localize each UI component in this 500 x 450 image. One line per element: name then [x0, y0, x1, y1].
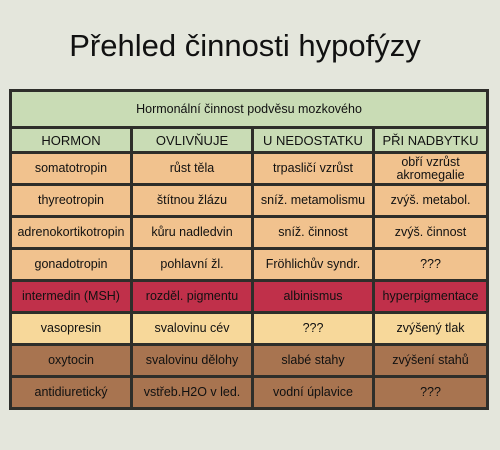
table-cell: sníž. činnost [254, 218, 372, 247]
table-cell: adrenokortikotropin [12, 218, 130, 247]
table-cell: ??? [375, 250, 487, 279]
table-cell: somatotropin [12, 154, 130, 183]
table-row: oxytocin svalovinu dělohy slabé stahy zvýše… [12, 346, 487, 375]
column-header: OVLIVŇUJE [133, 129, 251, 151]
column-header: U NEDOSTATKU [254, 129, 372, 151]
table-cell: ??? [375, 378, 487, 407]
column-header: HORMON [12, 129, 130, 151]
table-caption: Hormonální činnost podvěsu mozkového [12, 92, 487, 126]
table-row: thyreotropin štítnou žlázu sníž. metamolis… [12, 186, 487, 215]
table-row: vasopresin svalovinu cév??? zvýšený tlak [12, 314, 487, 343]
table-cell: albinismus [254, 282, 372, 311]
table-cell: pohlavní žl. [133, 250, 251, 279]
table-cell: trpasličí vzrůst [254, 154, 372, 183]
table-cell: svalovinu dělohy [133, 346, 251, 375]
table-cell: zvýšený tlak [375, 314, 487, 343]
table-cell: vodní úplavice [254, 378, 372, 407]
table-cell: intermedin (MSH) [12, 282, 130, 311]
table-cell: slabé stahy [254, 346, 372, 375]
table-row: gonadotropin pohlavní žl. Fröhlichův syndr… [12, 250, 487, 279]
table-body: Hormonální činnost podvěsu mozkového HOR… [12, 92, 487, 407]
table-cell: růst těla [133, 154, 251, 183]
caption-row: Hormonální činnost podvěsu mozkového [12, 92, 487, 126]
table-row: adrenokortikotropin kůru nadledvin sníž. č… [12, 218, 487, 247]
table-cell: zvýš. metabol. [375, 186, 487, 215]
table-cell: obří vzrůst akromegalie [375, 154, 487, 183]
table-cell: ??? [254, 314, 372, 343]
slide-title: Přehled činnosti hypofýzy [69, 28, 421, 63]
table-row: somatotropin růst těla trpasličí vzrůst obř… [12, 154, 487, 183]
table-cell: kůru nadledvin [133, 218, 251, 247]
header-row: HORMON OVLIVŇUJE U NEDOSTATKU PŘI NADBYTKU [12, 129, 487, 151]
table-cell: thyreotropin [12, 186, 130, 215]
table-cell: rozděl. pigmentu [133, 282, 251, 311]
table-cell: antidiuretický [12, 378, 130, 407]
table-cell: gonadotropin [12, 250, 130, 279]
hormone-table: Hormonální činnost podvěsu mozkového HOR… [9, 89, 490, 410]
table-cell: zvýš. činnost [375, 218, 487, 247]
table-cell: hyperpigmentace [375, 282, 487, 311]
table-cell: vasopresin [12, 314, 130, 343]
table-cell: štítnou žlázu [133, 186, 251, 215]
table-cell: vstřeb.H2O v led. [133, 378, 251, 407]
table-row: intermedin (MSH) rozděl. pigmentu albinism… [12, 282, 487, 311]
column-header: PŘI NADBYTKU [375, 129, 487, 151]
table-cell: svalovinu cév [133, 314, 251, 343]
table-row: antidiuretický vstřeb.H2O v led. vodní úpl… [12, 378, 487, 407]
table-cell: zvýšení stahů [375, 346, 487, 375]
table-cell: sníž. metamolismu [254, 186, 372, 215]
table-cell: oxytocin [12, 346, 130, 375]
table-cell: Fröhlichův syndr. [254, 250, 372, 279]
